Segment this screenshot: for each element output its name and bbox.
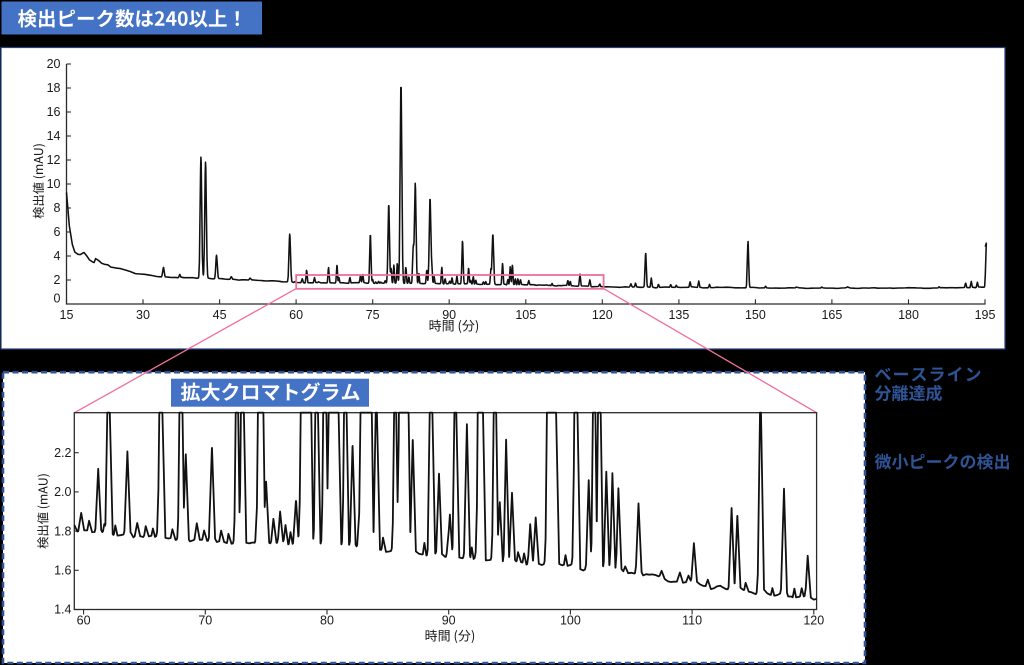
svg-text:6: 6 <box>54 225 61 239</box>
svg-text:135: 135 <box>668 308 689 322</box>
svg-text:60: 60 <box>77 614 91 628</box>
svg-text:8: 8 <box>54 201 61 215</box>
svg-text:1.8: 1.8 <box>54 524 71 538</box>
svg-text:1.6: 1.6 <box>54 564 71 578</box>
svg-text:80: 80 <box>320 614 334 628</box>
svg-text:0: 0 <box>54 291 61 305</box>
svg-text:14: 14 <box>47 129 61 143</box>
svg-text:2: 2 <box>54 273 61 287</box>
svg-text:20: 20 <box>47 57 61 71</box>
svg-text:60: 60 <box>289 308 303 322</box>
svg-text:4: 4 <box>54 249 61 263</box>
svg-text:150: 150 <box>745 308 766 322</box>
svg-text:90: 90 <box>442 308 456 322</box>
svg-text:2.0: 2.0 <box>54 485 71 499</box>
svg-text:30: 30 <box>136 308 150 322</box>
svg-text:180: 180 <box>898 308 919 322</box>
svg-text:1.4: 1.4 <box>54 603 71 617</box>
svg-text:105: 105 <box>515 308 536 322</box>
svg-text:90: 90 <box>442 614 456 628</box>
svg-text:75: 75 <box>366 308 380 322</box>
svg-text:120: 120 <box>803 614 824 628</box>
svg-text:18: 18 <box>47 81 61 95</box>
svg-text:165: 165 <box>821 308 842 322</box>
svg-text:70: 70 <box>198 614 212 628</box>
svg-text:16: 16 <box>47 105 61 119</box>
svg-text:110: 110 <box>682 614 702 628</box>
svg-text:100: 100 <box>560 614 581 628</box>
svg-text:15: 15 <box>60 308 74 322</box>
svg-text:120: 120 <box>592 308 613 322</box>
svg-text:2.2: 2.2 <box>54 446 71 460</box>
svg-text:12: 12 <box>47 153 61 167</box>
svg-text:195: 195 <box>975 308 996 322</box>
svg-text:10: 10 <box>47 177 61 191</box>
svg-text:45: 45 <box>213 308 227 322</box>
